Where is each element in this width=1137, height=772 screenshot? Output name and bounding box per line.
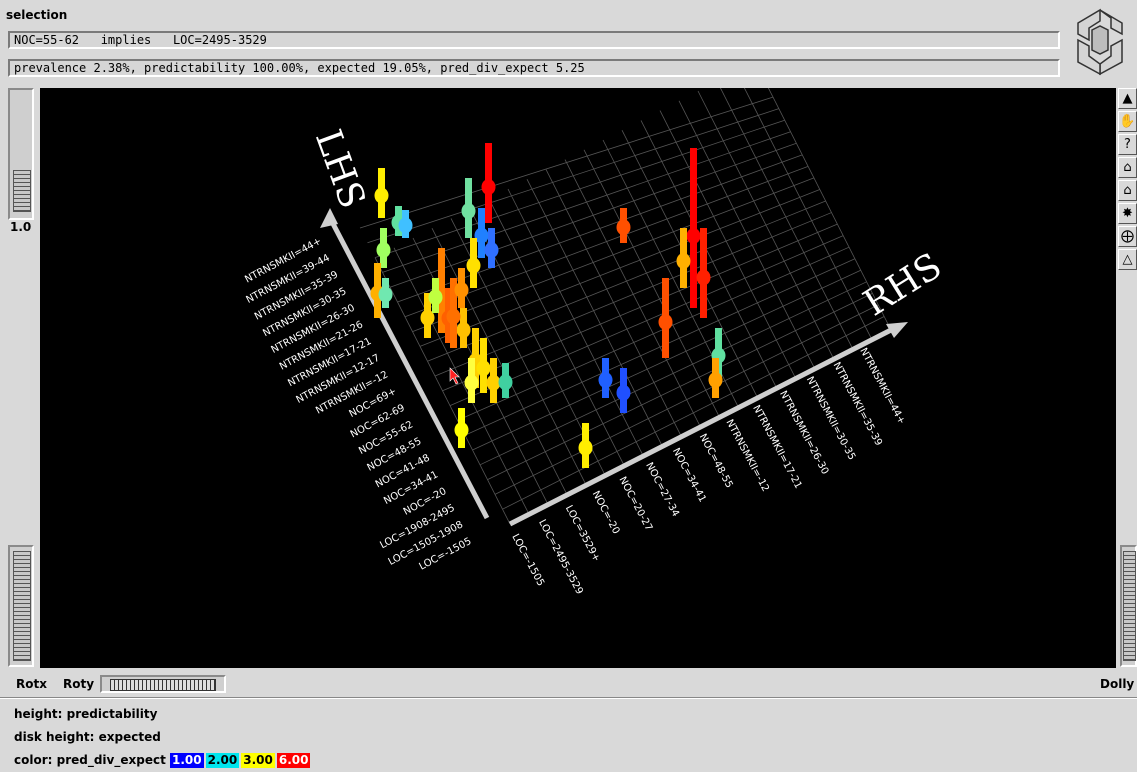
rhs-axis-title: RHS bbox=[857, 245, 949, 324]
expected-disk[interactable] bbox=[466, 257, 481, 274]
expected-disk[interactable] bbox=[481, 179, 496, 195]
roty-label: Roty bbox=[63, 677, 95, 691]
viewer-toolbar: ▲ ✋ ? ⌂ ⌂ ✸ ⨁ △ bbox=[1118, 88, 1137, 272]
rhs-axis-label: LOC=3529+ bbox=[563, 504, 602, 564]
expected-disk[interactable] bbox=[374, 187, 389, 204]
grid-line bbox=[659, 110, 796, 378]
rhs-axis-labels: LOC=-1505LOC=2495-3529LOC=3529+NOC=-20NO… bbox=[509, 346, 907, 596]
dolly-thumbwheel[interactable] bbox=[1120, 545, 1137, 667]
grid-line bbox=[431, 228, 568, 495]
expected-disk[interactable] bbox=[708, 372, 723, 388]
rhs-axis-label: NOC=27-34 bbox=[643, 461, 681, 519]
expected-disk[interactable] bbox=[378, 286, 393, 303]
dolly-thumbwheel-grip[interactable] bbox=[1123, 551, 1136, 661]
window-title: selection bbox=[6, 8, 68, 22]
zoom-slider-thumb[interactable] bbox=[13, 170, 31, 212]
expected-disk[interactable] bbox=[476, 360, 491, 377]
home-icon[interactable]: ⌂ bbox=[1118, 157, 1137, 178]
expected-disk[interactable] bbox=[658, 314, 673, 330]
help-icon[interactable]: ? bbox=[1118, 134, 1137, 155]
mouse-cursor-icon bbox=[449, 367, 460, 385]
expected-disk[interactable] bbox=[420, 309, 435, 326]
expected-disk[interactable] bbox=[454, 282, 469, 298]
expected-disk[interactable] bbox=[376, 242, 391, 258]
zoom-slider[interactable] bbox=[8, 88, 34, 220]
grid-line bbox=[583, 149, 720, 417]
roty-thumbwheel[interactable] bbox=[100, 675, 226, 693]
legend-color-label: color: pred_div_expect bbox=[14, 753, 166, 767]
lhs-axis-line bbox=[327, 216, 490, 520]
set-home-icon[interactable]: ⌂ bbox=[1118, 180, 1137, 201]
legend-swatch: 1.00 bbox=[170, 753, 204, 768]
expected-disk[interactable] bbox=[484, 242, 499, 258]
legend-disk-height: disk height: expected bbox=[14, 730, 161, 744]
seek-icon[interactable]: ⨁ bbox=[1118, 226, 1137, 247]
rhs-axis-label: NOC=-20 bbox=[590, 489, 622, 536]
rhs-axis-line bbox=[508, 325, 897, 527]
rhs-axis-label: LOC=-1505 bbox=[509, 532, 546, 588]
3d-viewer[interactable]: LHS RHS NTRNSMKII=44+ NTRNSMKII=39-44 NTRN… bbox=[40, 88, 1116, 668]
legend-swatch: 6.00 bbox=[276, 753, 311, 768]
grid-line bbox=[678, 100, 815, 368]
view-all-icon[interactable]: ✸ bbox=[1118, 203, 1137, 224]
expected-disk[interactable] bbox=[598, 372, 613, 388]
grid-line bbox=[488, 198, 625, 466]
expected-disk[interactable] bbox=[696, 269, 711, 286]
expected-disk[interactable] bbox=[616, 384, 631, 401]
legend-swatch: 3.00 bbox=[241, 753, 275, 768]
grid-line bbox=[564, 159, 701, 427]
expected-disk[interactable] bbox=[398, 217, 413, 234]
hand-rotate-icon[interactable]: ✋ bbox=[1118, 111, 1137, 132]
axes bbox=[327, 216, 897, 527]
expected-disk[interactable] bbox=[686, 228, 701, 244]
expected-disk[interactable] bbox=[498, 374, 513, 391]
rhs-axis-label: NOC=20-27 bbox=[616, 475, 654, 533]
grid-line bbox=[697, 90, 834, 358]
grid-line bbox=[545, 169, 682, 436]
rhs-axis-label: NOC=34-41 bbox=[670, 446, 708, 504]
expected-disk[interactable] bbox=[446, 308, 461, 325]
floor-grid bbox=[359, 88, 891, 525]
legend-color: color: pred_div_expect 1.00 2.00 3.00 6.00 bbox=[14, 753, 312, 768]
legend-height: height: predictability bbox=[14, 707, 158, 721]
rule-bars bbox=[370, 143, 726, 468]
expected-disk[interactable] bbox=[461, 203, 476, 219]
grid-line bbox=[640, 120, 777, 387]
legend-swatch: 2.00 bbox=[205, 753, 240, 768]
expected-disk[interactable] bbox=[578, 439, 593, 456]
stats-display: prevalence 2.38%, predictability 100.00%… bbox=[8, 59, 1060, 77]
lhs-axis-arrow bbox=[320, 208, 338, 228]
zoom-value: 1.0 bbox=[10, 220, 32, 234]
lhs-axis-title: LHS bbox=[307, 125, 373, 214]
grid-line bbox=[767, 88, 891, 329]
grid-line bbox=[719, 88, 853, 348]
grid-line bbox=[374, 257, 511, 525]
expected-disk[interactable] bbox=[464, 374, 479, 391]
expected-disk[interactable] bbox=[474, 227, 489, 244]
perspective-icon[interactable]: △ bbox=[1118, 249, 1137, 270]
rhs-axis-arrow bbox=[886, 322, 908, 338]
expected-disk[interactable] bbox=[616, 219, 631, 236]
expected-disk[interactable] bbox=[486, 374, 501, 391]
rotx-thumbwheel-grip[interactable] bbox=[13, 551, 31, 661]
expected-disk[interactable] bbox=[676, 253, 691, 269]
expected-disk[interactable] bbox=[428, 289, 443, 306]
rhs-axis-label: NOC=48-55 bbox=[697, 432, 735, 490]
grid-line bbox=[743, 88, 872, 338]
grid-line bbox=[526, 179, 663, 446]
sgi-logo-icon bbox=[1077, 8, 1123, 76]
arrow-pointer-icon[interactable]: ▲ bbox=[1118, 88, 1137, 109]
legend-swatches: 1.00 2.00 3.00 6.00 bbox=[170, 753, 312, 768]
rotx-thumbwheel[interactable] bbox=[8, 545, 34, 667]
divider bbox=[0, 697, 1137, 699]
dolly-label: Dolly bbox=[1100, 677, 1135, 691]
expected-disk[interactable] bbox=[456, 322, 471, 338]
rotx-label: Rotx bbox=[16, 677, 47, 691]
rule-display: NOC=55-62 implies LOC=2495-3529 bbox=[8, 31, 1060, 49]
expected-disk[interactable] bbox=[454, 422, 469, 438]
roty-thumbwheel-grip[interactable] bbox=[110, 679, 216, 691]
grid-line bbox=[393, 247, 530, 515]
